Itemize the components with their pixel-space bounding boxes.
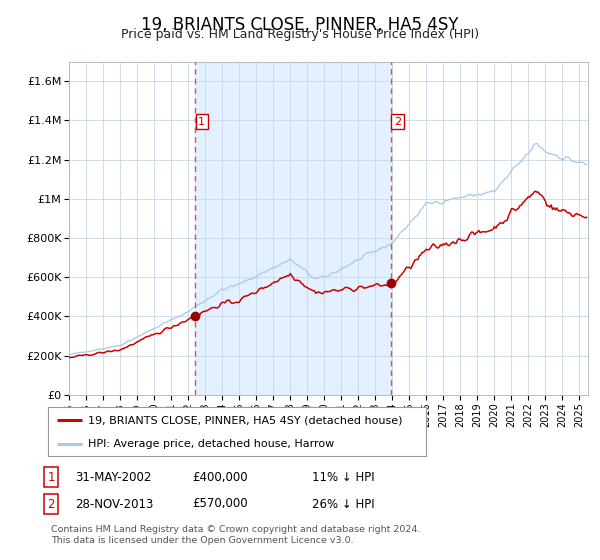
Text: 1: 1 — [199, 116, 205, 127]
Text: 19, BRIANTS CLOSE, PINNER, HA5 4SY: 19, BRIANTS CLOSE, PINNER, HA5 4SY — [141, 16, 459, 34]
Text: 28-NOV-2013: 28-NOV-2013 — [75, 497, 154, 511]
Text: 11% ↓ HPI: 11% ↓ HPI — [312, 470, 374, 484]
Text: £570,000: £570,000 — [192, 497, 248, 511]
Bar — [195, 62, 391, 395]
Text: 31-MAY-2002: 31-MAY-2002 — [75, 470, 151, 484]
Text: 2: 2 — [394, 116, 401, 127]
Text: 19, BRIANTS CLOSE, PINNER, HA5 4SY (detached house): 19, BRIANTS CLOSE, PINNER, HA5 4SY (deta… — [88, 416, 402, 426]
Text: 2: 2 — [47, 497, 55, 511]
Text: HPI: Average price, detached house, Harrow: HPI: Average price, detached house, Harr… — [88, 439, 334, 449]
Text: 1: 1 — [47, 470, 55, 484]
Text: Contains HM Land Registry data © Crown copyright and database right 2024.: Contains HM Land Registry data © Crown c… — [51, 525, 421, 534]
Text: This data is licensed under the Open Government Licence v3.0.: This data is licensed under the Open Gov… — [51, 536, 353, 545]
Text: Price paid vs. HM Land Registry's House Price Index (HPI): Price paid vs. HM Land Registry's House … — [121, 28, 479, 41]
Text: 26% ↓ HPI: 26% ↓ HPI — [312, 497, 374, 511]
Text: £400,000: £400,000 — [192, 470, 248, 484]
